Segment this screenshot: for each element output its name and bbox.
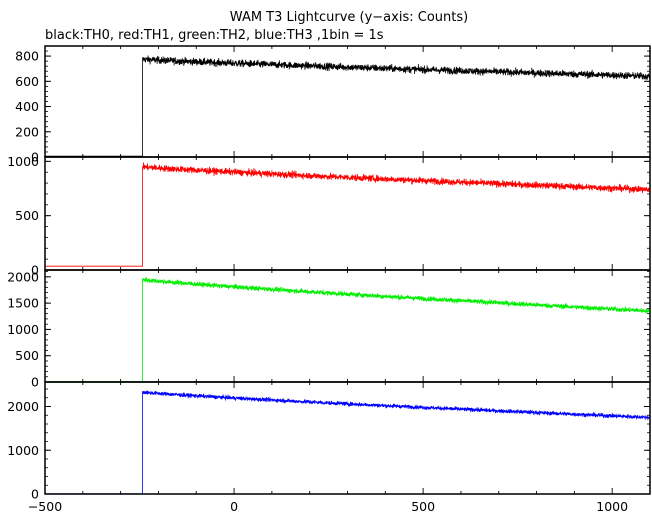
panel-th2: 0 500 1000 1500 2000 [7,269,651,390]
chart-panels: 0200400600800050010000500100015002000010… [7,45,651,502]
y-tick-label: 500 [15,208,39,223]
panel-th1: 0 500 1000 [7,154,651,278]
y-tick-label: 800 [15,49,39,64]
y-tick-label: 0 [31,150,39,165]
series-th2 [45,276,651,383]
x-tick-label: 1000 [596,499,628,514]
y-tick-label: 0 [31,375,39,390]
series-th0 [45,55,651,157]
panel-th0: 0 200 400 600 800 [15,45,651,165]
y-tick-label: 1000 [7,322,39,337]
panel-frame-overlay [44,381,651,495]
panel-th3: 0 1000 2000 [7,381,651,502]
x-tick-label: 0 [230,499,238,514]
x-tick-label: 500 [411,499,435,514]
y-tick-label: 500 [15,348,39,363]
y-tick-label: 0 [31,487,39,502]
panel-frame-overlay [44,45,651,158]
panel-frame-overlay [44,156,651,271]
y-tick-label: 2000 [7,399,39,414]
y-tick-label: 1000 [7,443,39,458]
chart-title: WAM T3 Lightcurve (y−axis: Counts) [230,10,468,25]
y-tick-label: 400 [15,99,39,114]
panel-frame [44,269,651,383]
y-tick-label: 0 [31,263,39,278]
y-tick-label: 2000 [7,269,39,284]
y-tick-label: 1000 [7,154,39,169]
panel-frame [44,156,651,271]
panel-frame [44,45,651,158]
panel-frame-overlay [44,269,651,383]
chart-subtitle: black:TH0, red:TH1, green:TH2, blue:TH3 … [45,28,384,43]
panel-frame [44,381,651,495]
y-tick-label: 600 [15,74,39,89]
series-th1 [45,162,651,267]
y-tick-label: 1500 [7,296,39,311]
y-tick-label: 200 [15,124,39,139]
series-th3 [45,390,651,495]
x-axis: −500 0 500 1000 [28,499,628,514]
x-tick-label: −500 [28,499,62,514]
